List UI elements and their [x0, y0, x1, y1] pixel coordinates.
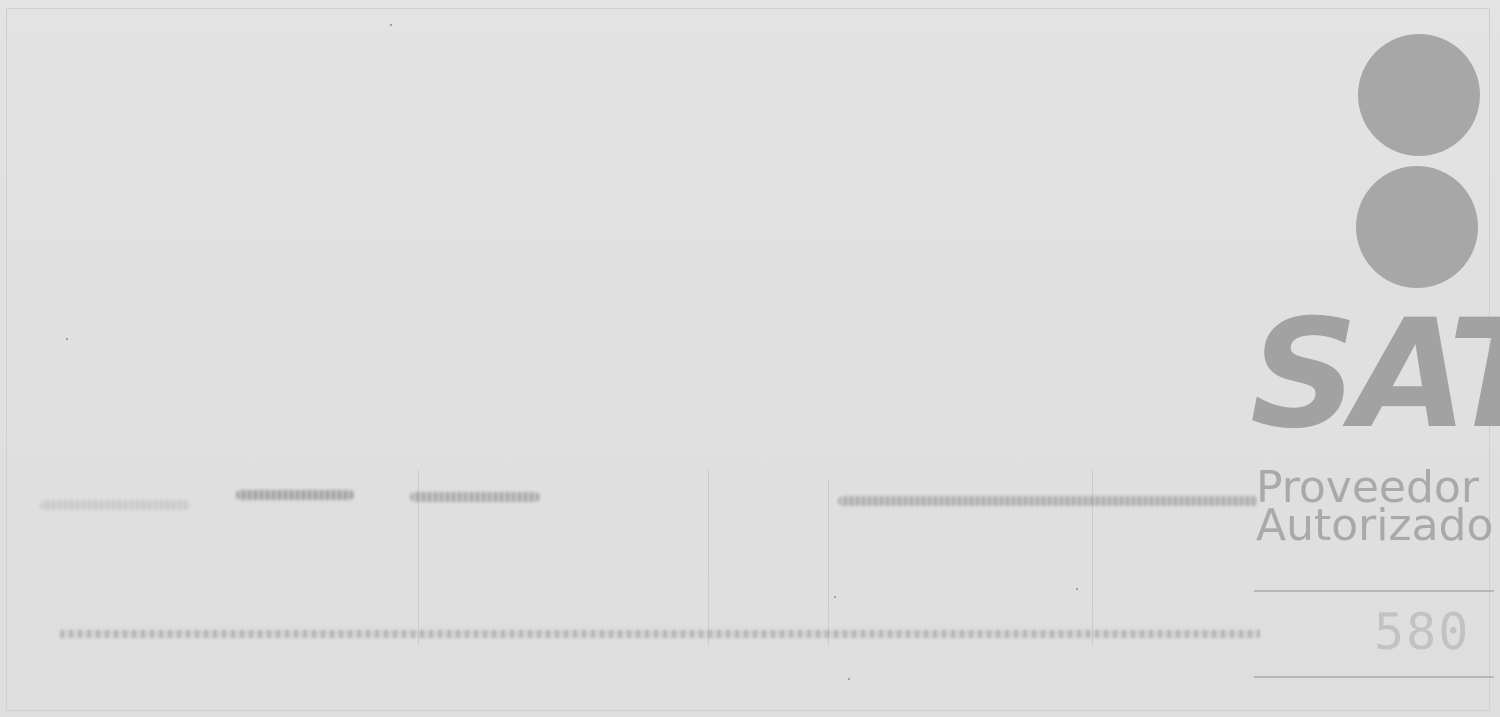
- scan-speck: [390, 24, 392, 26]
- scan-speck: [1076, 588, 1078, 590]
- faded-print-row: [60, 630, 1260, 638]
- seal-rule-top: [1254, 590, 1494, 592]
- scan-speck: [848, 678, 850, 680]
- faded-print-row: [236, 490, 354, 500]
- seal-wordmark: SAT: [1250, 300, 1500, 450]
- faded-print-row: [40, 500, 190, 510]
- scan-speck: [66, 338, 68, 340]
- seal-top-circle: [1358, 34, 1480, 156]
- seal-authorized-text: Autorizado: [1256, 504, 1493, 548]
- seal-bottom-circle: [1356, 166, 1478, 288]
- seal-rule-bottom: [1254, 676, 1494, 678]
- column-divider: [828, 480, 829, 645]
- scan-speck: [834, 596, 836, 598]
- sat-authorized-provider-seal: SAT Proveedor Autorizado 580: [1250, 30, 1500, 717]
- faded-print-row: [410, 492, 540, 502]
- faded-print-row: [838, 496, 1258, 506]
- seal-number: 580: [1374, 604, 1470, 660]
- column-divider: [708, 470, 709, 645]
